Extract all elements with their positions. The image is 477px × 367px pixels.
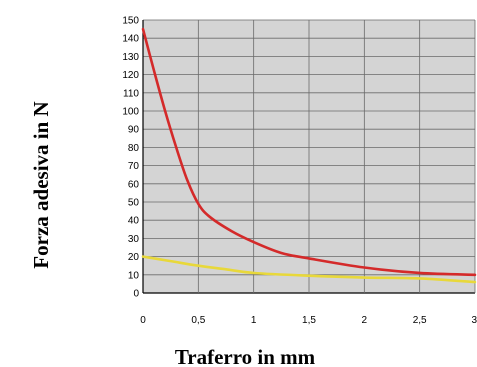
y-tick-label: 130 [122, 52, 139, 63]
x-tick-label: 2,5 [413, 315, 427, 326]
x-tick-label: 1,5 [302, 315, 316, 326]
x-tick-label: 0,5 [191, 315, 205, 326]
y-tick-label: 20 [128, 252, 140, 263]
x-axis-title: Traferro in mm [175, 345, 316, 367]
y-tick-labels: 0 10 20 30 40 50 60 70 80 90 100 110 120 130 140 150 [122, 16, 139, 300]
y-tick-label: 140 [122, 34, 139, 45]
y-tick-label: 10 [128, 270, 140, 281]
y-tick-label: 40 [128, 216, 140, 227]
y-tick-label: 30 [128, 234, 140, 245]
y-tick-label: 150 [122, 16, 139, 27]
series-line-red [141, 27, 477, 277]
y-tick-label: 50 [128, 198, 140, 209]
series-line-yellow [141, 255, 477, 284]
x-tick-label: 2 [362, 315, 368, 326]
series-layer [141, 27, 477, 284]
y-tick-label: 90 [128, 125, 140, 136]
y-tick-label: 60 [128, 179, 140, 190]
y-tick-label: 120 [122, 70, 139, 81]
y-tick-label: 70 [128, 161, 140, 172]
y-tick-label: 80 [128, 143, 140, 154]
x-tick-label: 3 [471, 315, 477, 326]
y-axis-title: Forza adesiva in N [29, 101, 53, 268]
gridlines [142, 19, 476, 294]
x-tick-label: 0 [140, 315, 146, 326]
x-tick-label: 1 [251, 315, 257, 326]
y-tick-label: 100 [122, 107, 139, 118]
y-tick-label: 0 [133, 289, 139, 300]
x-tick-labels: 0 0,5 1 1,5 2 2,5 3 [140, 315, 477, 326]
y-tick-label: 110 [123, 88, 139, 99]
